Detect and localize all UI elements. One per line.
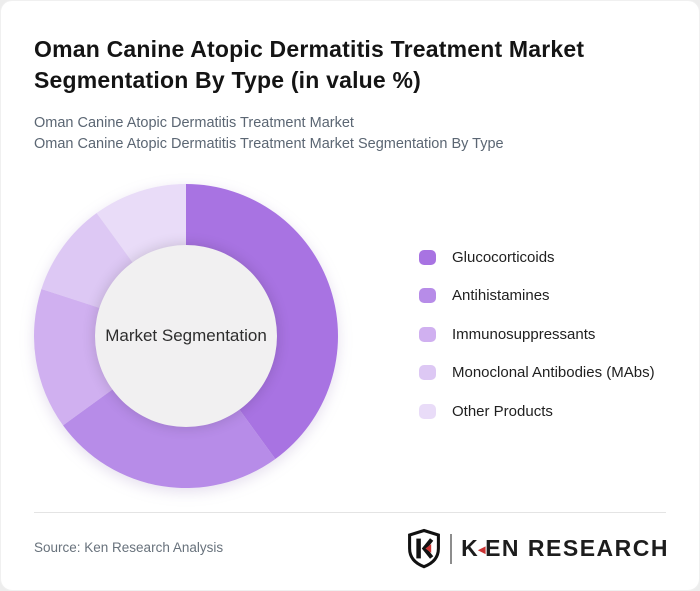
ken-research-logo[interactable]: K ◄ EN RESEARCH xyxy=(406,528,669,569)
chart-subtitle-line2: Oman Canine Atopic Dermatitis Treatment … xyxy=(34,136,504,153)
legend-swatch-icon xyxy=(419,249,436,265)
legend-item[interactable]: Antihistamines xyxy=(419,284,655,308)
logo-red-triangle-icon: ◄ xyxy=(475,542,489,557)
page-title: Oman Canine Atopic Dermatitis Treatment … xyxy=(34,36,585,94)
legend-label: Monoclonal Antibodies (MAbs) xyxy=(452,364,655,381)
legend-item[interactable]: Glucocorticoids xyxy=(419,245,655,269)
donut-center-circle: Market Segmentation xyxy=(95,245,277,427)
logo-k: K xyxy=(461,535,480,561)
logo-wordmark: K ◄ EN RESEARCH xyxy=(461,535,669,562)
chart-subtitle-line1: Oman Canine Atopic Dermatitis Treatment … xyxy=(34,115,354,131)
legend-swatch-icon xyxy=(419,326,436,342)
logo-rest: EN RESEARCH xyxy=(485,535,669,561)
legend: Glucocorticoids Antihistamines Immunosuppr… xyxy=(419,245,655,438)
donut-center-label: Market Segmentation xyxy=(105,326,267,345)
ken-research-shield-icon xyxy=(408,528,441,569)
legend-label: Glucocorticoids xyxy=(452,248,555,266)
legend-swatch-icon xyxy=(419,403,436,419)
legend-item[interactable]: Other Products xyxy=(419,399,655,423)
chart-subtitle-block: Oman Canine Atopic Dermatitis Treatment … xyxy=(34,113,504,155)
legend-swatch-icon xyxy=(419,288,436,303)
logo-separator xyxy=(450,533,453,564)
legend-label: Immunosuppressants xyxy=(452,325,596,343)
legend-label: Antihistamines xyxy=(452,287,550,304)
legend-item[interactable]: Monoclonal Antibodies (MAbs) xyxy=(419,361,655,385)
legend-label: Other Products xyxy=(452,402,553,420)
donut-chart: Market Segmentation xyxy=(34,184,338,488)
legend-swatch-icon xyxy=(419,365,436,380)
footer-divider xyxy=(34,512,666,513)
legend-item[interactable]: Immunosuppressants xyxy=(419,322,655,346)
source-note: Source: Ken Research Analysis xyxy=(34,540,224,555)
